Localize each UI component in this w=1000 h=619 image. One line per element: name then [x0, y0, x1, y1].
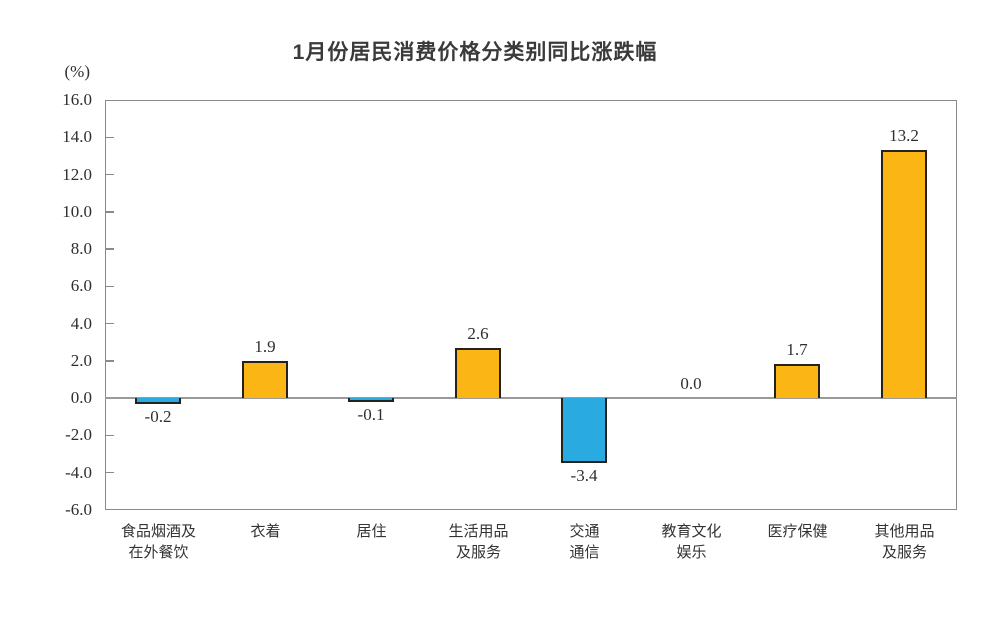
x-axis-category-label: 交通 通信 — [569, 524, 600, 561]
y-axis-tick-label: 0.0 — [70, 388, 92, 408]
y-axis-tick-label: 10.0 — [62, 201, 92, 221]
y-axis-tick-mark — [106, 434, 114, 437]
x-axis-category-label: 衣着 — [250, 524, 281, 540]
y-axis-tick-label: 8.0 — [70, 239, 92, 259]
x-axis-category-label: 医疗保健 — [767, 524, 828, 540]
bar-value-label: 1.9 — [254, 337, 276, 356]
bar-value-label: 2.6 — [467, 324, 489, 343]
bar-value-label: -0.1 — [357, 405, 385, 424]
bar-value-label: 1.7 — [786, 340, 808, 359]
y-axis-tick-label: 2.0 — [70, 350, 92, 370]
x-axis-category-label: 居住 — [356, 524, 387, 540]
y-axis-tick-mark — [106, 211, 114, 213]
y-axis-tick-label: 4.0 — [70, 313, 92, 333]
y-axis-unit-label: (%) — [64, 62, 90, 81]
bar-value-label: 13.2 — [889, 126, 919, 145]
bar-value-label: -0.2 — [144, 407, 172, 426]
zero-baseline — [105, 397, 957, 400]
bar-7 — [881, 150, 927, 398]
y-axis-tick-label: -2.0 — [65, 425, 92, 445]
bar-4 — [561, 398, 607, 463]
bar-value-label: 0.0 — [680, 374, 702, 393]
bar-value-label: -3.4 — [570, 466, 598, 485]
bar-0 — [135, 398, 181, 404]
bar-6 — [774, 364, 820, 398]
y-axis-tick-label: 16.0 — [62, 90, 92, 109]
y-axis-tick-label: -4.0 — [65, 462, 92, 482]
bar-1 — [242, 361, 288, 398]
y-axis-tick-label: 14.0 — [62, 127, 92, 147]
x-axis-category-label: 其他用品 及服务 — [874, 524, 935, 561]
y-axis-tick-mark — [106, 173, 114, 176]
y-axis-tick-mark — [106, 322, 114, 325]
y-axis-tick-label: 6.0 — [70, 276, 92, 296]
y-axis-tick-label: -6.0 — [65, 500, 92, 519]
bar-2 — [348, 398, 394, 402]
y-axis-tick-mark — [106, 285, 114, 288]
y-axis-tick-mark — [106, 471, 114, 474]
chart-title: 1月份居民消费价格分类别同比涨跌幅 — [292, 41, 658, 64]
y-axis-tick-mark — [106, 360, 114, 362]
x-axis-category-label: 教育文化 娱乐 — [661, 524, 722, 561]
x-axis-category-label: 食品烟酒及 在外餐饮 — [120, 524, 196, 561]
x-axis-category-label: 生活用品 及服务 — [448, 524, 509, 561]
y-axis-tick-label: 12.0 — [62, 164, 92, 184]
plot-area — [105, 100, 957, 510]
y-axis-tick-mark — [106, 136, 114, 139]
y-axis-tick-mark — [106, 248, 114, 250]
bar-3 — [455, 348, 501, 398]
